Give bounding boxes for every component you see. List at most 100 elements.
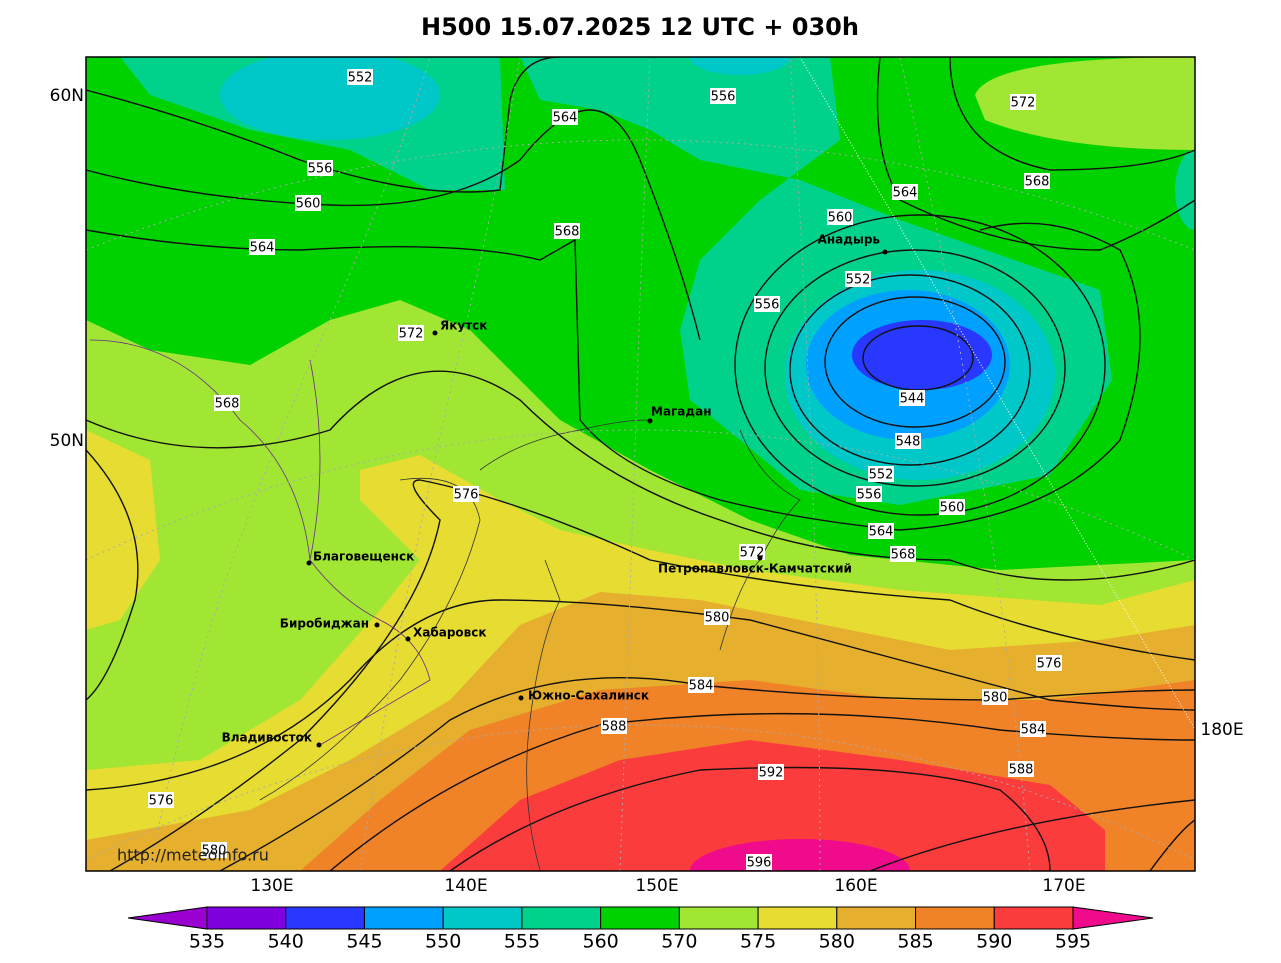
contour-label-box bbox=[982, 689, 1008, 705]
contour-label: 572 bbox=[399, 327, 424, 342]
city-name: Якутск bbox=[440, 319, 487, 333]
map-frame bbox=[85, 56, 1196, 872]
city-name: Анадырь bbox=[818, 233, 881, 247]
colorbar-arrow-low bbox=[127, 906, 208, 930]
contour-label-box bbox=[868, 523, 894, 539]
colorbar-label: 590 bbox=[976, 931, 1012, 953]
longitude-label: 150E bbox=[635, 876, 678, 896]
city-dot bbox=[316, 742, 322, 748]
contour-label-box bbox=[398, 325, 424, 341]
contour-label: 588 bbox=[602, 720, 627, 735]
city-dot bbox=[405, 636, 411, 642]
colorbar-label: 545 bbox=[346, 931, 382, 953]
longitude-label: 180E bbox=[1200, 720, 1243, 740]
city-dot bbox=[647, 418, 653, 424]
contour-label: 556 bbox=[711, 90, 736, 105]
contour-label: 552 bbox=[348, 71, 373, 86]
colorbar-box bbox=[363, 906, 444, 930]
latitude-label: 60N bbox=[50, 86, 84, 106]
city-name: Магадан bbox=[651, 405, 712, 419]
contour-label-box bbox=[1024, 173, 1050, 189]
colorbar-box bbox=[836, 906, 917, 930]
contour-label: 568 bbox=[1025, 175, 1050, 190]
contour-label-box bbox=[214, 395, 240, 411]
city-dot bbox=[518, 695, 524, 701]
contour-label-box bbox=[758, 764, 784, 780]
colorbar-box bbox=[285, 906, 365, 930]
contour-label-box bbox=[249, 239, 275, 255]
contour-label-box bbox=[307, 160, 333, 176]
longitude-label: 170E bbox=[1042, 876, 1085, 896]
contour-label-box bbox=[939, 499, 965, 515]
colorbar-label: 595 bbox=[1055, 931, 1091, 953]
contour-label-box bbox=[827, 209, 853, 225]
colorbar-box bbox=[442, 906, 523, 930]
colorbar-label: 550 bbox=[425, 931, 461, 953]
contour-label-box bbox=[453, 486, 479, 502]
longitude-label: 130E bbox=[250, 876, 293, 896]
contour-label-box bbox=[1010, 94, 1036, 110]
contour-label: 556 bbox=[857, 488, 882, 503]
contour-label-box bbox=[554, 223, 580, 239]
latitude-label: 50N bbox=[50, 431, 84, 451]
colorbar-label: 540 bbox=[268, 931, 304, 953]
contour-label: 560 bbox=[828, 211, 853, 226]
colorbar-box bbox=[678, 906, 759, 930]
longitude-label: 160E bbox=[834, 876, 877, 896]
city-name: Хабаровск bbox=[413, 626, 487, 640]
watermark: http://meteoinfo.ru bbox=[117, 846, 269, 865]
contour-label-box bbox=[899, 390, 925, 406]
contour-label-box bbox=[754, 296, 780, 312]
colorbar-label: 585 bbox=[897, 931, 933, 953]
contour-label: 584 bbox=[1021, 723, 1046, 738]
contour-label-box bbox=[704, 609, 730, 625]
contour-label: 560 bbox=[296, 197, 321, 212]
colorbar-label: 560 bbox=[583, 931, 619, 953]
contour-label-box bbox=[601, 718, 627, 734]
contour-label-box bbox=[845, 271, 871, 287]
contour-label: 576 bbox=[1037, 657, 1062, 672]
contour-label-box bbox=[892, 184, 918, 200]
contour-label-box bbox=[552, 109, 578, 125]
contour-label: 564 bbox=[250, 241, 275, 256]
colorbar-box bbox=[993, 906, 1074, 930]
contour-label-box bbox=[746, 854, 772, 870]
contour-label: 580 bbox=[705, 611, 730, 626]
colorbar-box bbox=[521, 906, 602, 930]
city-name: Владивосток bbox=[222, 731, 312, 745]
colorbar-label: 555 bbox=[504, 931, 540, 953]
contour-label-box bbox=[347, 69, 373, 85]
contour-label-box bbox=[148, 792, 174, 808]
contour-label: 544 bbox=[900, 392, 925, 407]
city-name: Петропавловск-Камчатский bbox=[658, 562, 852, 576]
contour-label-box bbox=[856, 486, 882, 502]
contour-label: 592 bbox=[759, 766, 784, 781]
contour-label-box bbox=[890, 546, 916, 562]
colorbar-label: 575 bbox=[740, 931, 776, 953]
city-dot bbox=[306, 560, 312, 566]
contour-label-box bbox=[895, 433, 921, 449]
contour-label: 556 bbox=[755, 298, 780, 313]
city-dot bbox=[882, 249, 888, 255]
contour-label: 568 bbox=[891, 548, 916, 563]
contour-label: 564 bbox=[893, 186, 918, 201]
contour-label-box bbox=[868, 466, 894, 482]
city-name: Южно-Сахалинск bbox=[528, 689, 649, 703]
city-dot bbox=[374, 622, 380, 628]
colorbar-label: 535 bbox=[189, 931, 225, 953]
city-name: Биробиджан bbox=[280, 617, 369, 631]
contour-label: 580 bbox=[202, 844, 227, 859]
colorbar-box bbox=[206, 906, 287, 930]
contour-label: 576 bbox=[454, 488, 479, 503]
contour-label: 564 bbox=[553, 111, 578, 126]
colorbar-label: 570 bbox=[661, 931, 697, 953]
contour-label: 596 bbox=[747, 856, 772, 871]
contour-label: 552 bbox=[869, 468, 894, 483]
contour-label: 564 bbox=[869, 525, 894, 540]
city-dot bbox=[757, 555, 763, 561]
contour-label: 552 bbox=[846, 273, 871, 288]
contour-label-box bbox=[1008, 761, 1034, 777]
title: H500 15.07.2025 12 UTC + 030h bbox=[421, 13, 859, 41]
contour-label-box bbox=[688, 677, 714, 693]
